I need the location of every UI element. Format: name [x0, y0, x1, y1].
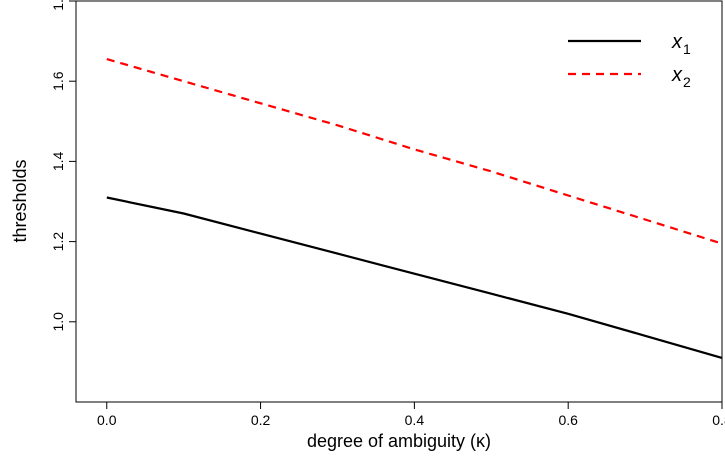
y-tick-label: 1.6 [50, 71, 66, 91]
legend-label-base: x [671, 31, 683, 53]
legend-label-x1: x1 [671, 31, 691, 57]
series-line-x1 [106, 196, 723, 359]
x-tick-label: 0.6 [558, 412, 578, 428]
x-axis-title: degree of ambiguity (κ) [307, 431, 491, 451]
plot-frame [75, 0, 723, 403]
x-tick-label: 0.0 [97, 412, 117, 428]
legend-label-subscript: 1 [683, 41, 691, 57]
legend-label-subscript: 2 [683, 74, 691, 90]
y-tick-label: 1.4 [50, 151, 66, 171]
x-tick-label: 0.4 [405, 412, 425, 428]
y-tick-label: 1.0 [50, 312, 66, 332]
y-axis-title: thresholds [10, 159, 30, 242]
series-layer [106, 58, 723, 359]
series-line-x2 [106, 58, 723, 245]
legend-label-x2: x2 [671, 64, 691, 90]
x-tick-label: 0.8 [712, 412, 725, 428]
y-tick-label: 1.2 [50, 232, 66, 252]
y-axis: 1.0 1.2 1.4 1.6 1.8 [50, 0, 76, 332]
x-axis: 0.0 0.2 0.4 0.6 0.8 [97, 402, 725, 428]
y-tick-label: 1.8 [50, 0, 66, 11]
x-tick-label: 0.2 [251, 412, 271, 428]
legend-label-base: x [671, 64, 683, 86]
